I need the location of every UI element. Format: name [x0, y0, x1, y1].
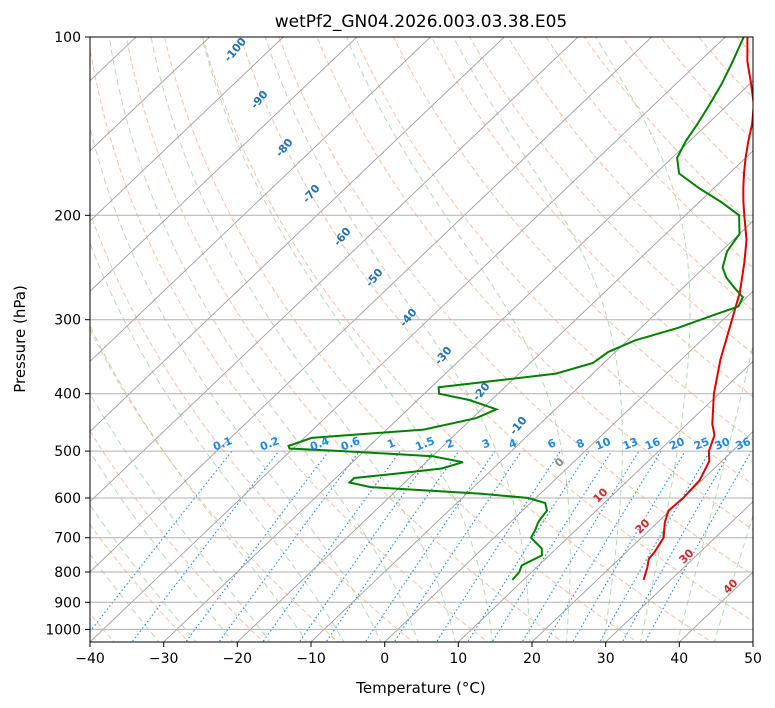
- x-tick-label: −10: [296, 651, 326, 667]
- mixing-ratio-line: [325, 450, 460, 642]
- mixing-ratio-line: [521, 450, 640, 642]
- mixing-ratio-label: 16: [643, 435, 662, 453]
- mixing-ratio-line: [185, 450, 330, 642]
- y-tick-label: 1000: [45, 622, 81, 638]
- mixing-ratio-line: [90, 450, 233, 633]
- mixing-ratio-label: 20: [667, 435, 686, 453]
- chart-title: wetPf2_GN04.2026.003.03.38.E05: [275, 12, 567, 32]
- mixing-ratio-label: 30: [713, 435, 732, 453]
- moist-adiabat-line: [90, 241, 345, 642]
- temperature-line: [642, 37, 753, 581]
- y-axis-label: Pressure (hPa): [11, 285, 29, 393]
- mixing-ratio-line: [572, 450, 686, 642]
- y-axis: 100 200 300 400 500 600 700 800 900 1000: [45, 30, 90, 638]
- mixing-ratio-line: [491, 450, 613, 642]
- y-tick-label: 700: [54, 531, 81, 547]
- y-tick-label: 800: [54, 565, 81, 581]
- dry-adiabat-line: [545, 37, 753, 269]
- dry-adiabat-line: [431, 37, 753, 398]
- isotherm-line: [90, 37, 432, 362]
- y-tick-label: 600: [54, 491, 81, 507]
- mixing-ratio-label: 1: [385, 436, 397, 451]
- dry-adiabat-line: [90, 328, 340, 642]
- dry-adiabat-line: [90, 211, 414, 642]
- dry-adiabat-line: [392, 37, 753, 442]
- isotherm-line: [90, 37, 579, 503]
- mixing-ratio-line: [621, 450, 732, 642]
- isotherm-line: [90, 37, 726, 642]
- y-tick-label: 300: [54, 313, 81, 329]
- isotherm-line: [162, 80, 753, 642]
- x-tick-label: 20: [523, 651, 541, 667]
- mixing-ratio-line: [599, 450, 711, 642]
- isotherm-line: [457, 360, 753, 642]
- isotherm-line: [90, 37, 358, 292]
- mixing-ratio-label: 2: [444, 436, 456, 451]
- mixing-ratio-label: 10: [594, 435, 613, 453]
- dry-adiabat-line: [621, 37, 753, 184]
- dry-adiabat-line: [90, 45, 489, 642]
- x-tick-label: 30: [597, 651, 615, 667]
- isotherm-line: [90, 37, 653, 573]
- dry-adiabat-line: [125, 37, 564, 642]
- isotherm-line: [90, 37, 284, 222]
- dry-adiabat-line: [240, 37, 753, 622]
- x-tick-label: 40: [670, 651, 688, 667]
- isotherm-line: [604, 501, 753, 642]
- dewpoint-line: [287, 37, 745, 581]
- dry-adiabat-line: [507, 37, 753, 312]
- y-tick-label: 500: [54, 444, 81, 460]
- x-tick-label: 0: [380, 651, 389, 667]
- isotherm-line: [236, 150, 753, 642]
- isotherm-line: [310, 220, 753, 642]
- x-tick-label: 50: [744, 651, 762, 667]
- mixing-ratio-line: [644, 450, 752, 642]
- x-axis: −40 −30 −20 −10 0 10 20 30 40 50: [75, 642, 762, 667]
- x-tick-label: −30: [149, 651, 179, 667]
- mixing-ratio-label: 13: [621, 435, 640, 453]
- y-tick-label: 100: [54, 30, 81, 46]
- mixing-ratio-line: [364, 450, 496, 642]
- isotherm-line: [90, 37, 505, 433]
- mixing-ratio-line: [298, 450, 435, 642]
- mixing-ratio-line: [393, 450, 523, 642]
- mixing-ratio-label: 3: [480, 436, 492, 451]
- mixing-ratio-label: 25: [692, 435, 711, 453]
- x-tick-label: −40: [75, 651, 105, 667]
- dry-adiabat-line: [354, 37, 753, 486]
- mixing-ratio-line: [131, 450, 280, 642]
- dry-adiabat-line: [278, 37, 753, 576]
- isotherm-line: [90, 37, 211, 152]
- isotherm-line: [531, 430, 753, 642]
- y-tick-label: 200: [54, 208, 81, 224]
- mixing-ratio-label: 36: [734, 435, 753, 453]
- mixing-ratio-label: 8: [574, 436, 586, 451]
- plot-frame: [89, 36, 754, 643]
- x-tick-label: −20: [223, 651, 253, 667]
- dry-adiabat-line: [90, 523, 190, 642]
- dry-adiabat-line: [316, 37, 753, 531]
- isotherm-line: [383, 290, 753, 642]
- y-tick-label: 900: [54, 595, 81, 611]
- y-tick-label: 400: [54, 387, 81, 403]
- x-tick-label: 10: [449, 651, 467, 667]
- x-axis-label: Temperature (°C): [355, 679, 485, 697]
- dry-adiabat-line: [163, 37, 638, 642]
- dry-adiabat-line: [202, 37, 713, 642]
